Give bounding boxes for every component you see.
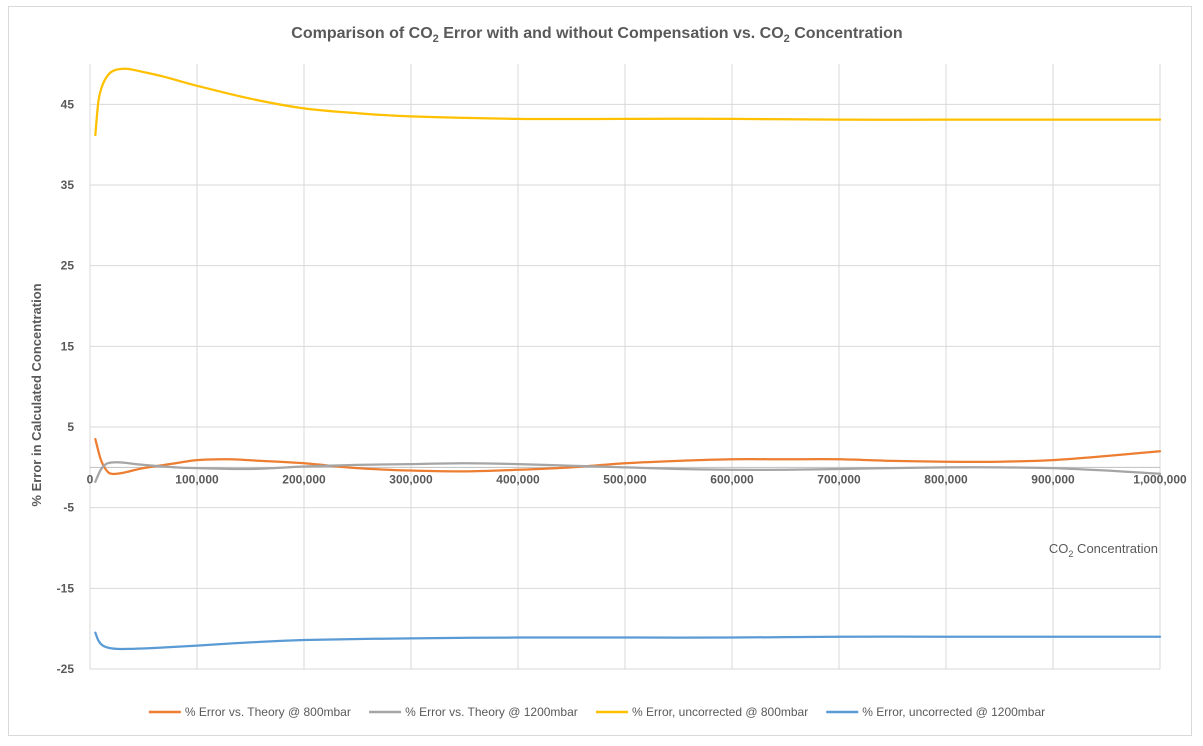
x-tick-label: 300,000	[389, 472, 433, 486]
series-error-theory-800mbar-line	[94, 437, 1162, 476]
legend: % Error vs. Theory @ 800mbar % Error vs. …	[148, 705, 1045, 719]
y-tick-label: -15	[57, 581, 75, 595]
x-tick-label: 400,000	[496, 472, 540, 486]
series-error-uncorrected-1200mbar-line	[94, 631, 1162, 651]
y-tick-label: 45	[61, 97, 75, 111]
y-tick-label: 25	[61, 259, 75, 273]
series-error-theory-800mbar-legend-label: % Error vs. Theory @ 800mbar	[185, 705, 351, 719]
y-tick-label: -25	[57, 662, 75, 676]
series-error-uncorrected-1200mbar-legend-label: % Error, uncorrected @ 1200mbar	[862, 705, 1045, 719]
series-error-uncorrected-800mbar-legend-label: % Error, uncorrected @ 800mbar	[632, 705, 808, 719]
chart-title: Comparison of CO2 Error with and without…	[291, 25, 902, 45]
series-error-uncorrected-800mbar-line	[94, 67, 1162, 137]
x-tick-label: 700,000	[817, 472, 861, 486]
x-tick-label: 500,000	[603, 472, 647, 486]
chart-frame: Comparison of CO2 Error with and without…	[8, 6, 1192, 736]
x-tick-label: 600,000	[710, 472, 754, 486]
y-tick-label: 5	[67, 420, 74, 434]
y-axis-label: % Error in Calculated Concentration	[29, 283, 44, 506]
tick-layer: 45 35 25 15 5 -5 -15 -25 100,000 200,000 300,000 40…	[57, 97, 1187, 676]
y-tick-label: 15	[61, 339, 75, 353]
x-tick-label: 900,000	[1031, 472, 1075, 486]
series-error-theory-1200mbar-line	[94, 461, 1162, 483]
x-tick-label: 1,000,000	[1133, 472, 1187, 486]
x-tick-label: 800,000	[924, 472, 968, 486]
x-tick-label: 200,000	[282, 472, 326, 486]
x-tick-label: 100,000	[175, 472, 219, 486]
x-origin-label: 0	[87, 472, 94, 486]
series-layer	[94, 67, 1162, 651]
y-tick-label: 35	[61, 178, 75, 192]
chart-svg: Comparison of CO2 Error with and without…	[29, 25, 1187, 719]
x-axis-label: CO2 Concentration	[1049, 541, 1158, 559]
series-error-theory-1200mbar-legend-label: % Error vs. Theory @ 1200mbar	[405, 705, 578, 719]
y-tick-label: -5	[63, 501, 74, 515]
grid-layer	[90, 64, 1161, 670]
